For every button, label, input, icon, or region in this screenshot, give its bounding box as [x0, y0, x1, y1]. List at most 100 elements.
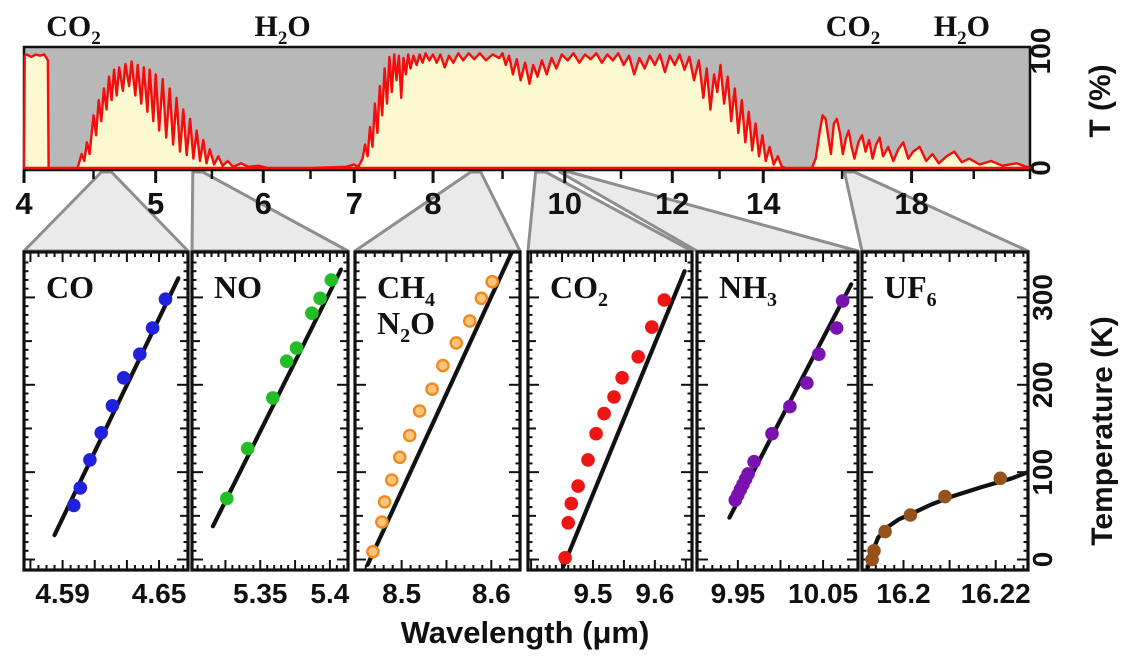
panel-CO-point [105, 398, 120, 413]
transmission-tick-label: 100 [1025, 28, 1056, 75]
band-label-co2-left: CO2 [46, 10, 101, 49]
top-axis-tick-label: 6 [255, 186, 272, 221]
panel-CH4-N2O-data [365, 253, 514, 567]
panel-CH4-N2O-tick-label: 8.5 [382, 578, 421, 609]
panel-NH3-point [747, 454, 761, 469]
panel-ticks [355, 252, 520, 570]
top-axis-ticks: 4 5 6 7 8 10 12 14 18 [15, 170, 1032, 221]
panel-CO-point [132, 347, 147, 362]
top-axis-tick-label: 7 [346, 186, 363, 221]
panel-label-NO: NO [214, 269, 262, 305]
panel-NH3-data [727, 282, 854, 520]
panel-CH4-N2O-point [384, 473, 399, 487]
panel-NH3-tick-label: 10.05 [788, 578, 858, 609]
panel-frame [22, 250, 190, 572]
panel-CO2-point [581, 453, 595, 467]
panel-CO2-point [607, 390, 621, 404]
band-label-h2o-left: H2O [255, 10, 311, 49]
panel-UF6-tick-label: 16.22 [961, 578, 1031, 609]
panel-label-CH4-N2O: N2O [377, 305, 435, 347]
panel-NO-point [240, 441, 255, 456]
atmospheric-transmission-panel: 4 5 6 7 8 10 12 14 18 CO2 H2O CO2 H2O 0 100 [15, 10, 1056, 221]
panel-CO2-point [645, 320, 659, 334]
panel-CO2-point [564, 496, 579, 511]
panel-label-CO: CO [46, 269, 94, 305]
panel-label-NH3: NH3 [719, 269, 777, 311]
panel-CH4-N2O-point [392, 450, 407, 465]
zoom-panel-UF6: UF6 16.2 16.22 [860, 250, 1031, 609]
panel-CH4-N2O-point [402, 428, 417, 443]
connector-fan-UF6 [842, 170, 1030, 253]
transmission-curve [22, 52, 1032, 170]
panel-ticks [24, 252, 188, 570]
top-axis-tick-label: 12 [655, 186, 689, 221]
temperature-tick-label: 100 [1027, 449, 1058, 496]
temperature-axis-label: Temperature (K) [1086, 316, 1119, 546]
zoom-panel-CO: CO 4.59 4.65 [22, 250, 190, 609]
panel-NO-point [313, 291, 327, 306]
panel-CO-point [73, 481, 88, 495]
panel-CH4-N2O-tick-label: 8.6 [472, 578, 511, 609]
panel-NO-tick-label: 5.35 [233, 578, 288, 609]
panel-CO-point [145, 321, 160, 335]
panel-CO2-tick-label: 9.5 [574, 578, 613, 609]
panel-label-UF6: UF6 [884, 269, 937, 311]
panel-CO2-curve [561, 269, 687, 569]
panel-NH3-point [741, 467, 755, 481]
panel-CO2-point [561, 516, 576, 530]
panel-CO-point [67, 498, 81, 513]
panel-CO-tick-label: 4.65 [132, 578, 187, 609]
panel-NO-point [304, 306, 319, 321]
panel-CO2-point [558, 551, 572, 565]
zoom-connector-fans [22, 170, 1030, 253]
panel-NO-point [265, 391, 280, 405]
panel-label-CO2: CO2 [550, 269, 608, 311]
temperature-tick-label: 200 [1027, 361, 1058, 408]
panel-CH4-N2O-point [485, 274, 500, 289]
panel-CH4-N2O-curve [365, 253, 514, 567]
top-axis-tick-label: 5 [147, 186, 164, 221]
panel-label-CH4-N2O: CH4 [377, 269, 435, 311]
temperature-axis-tick-labels: 0 100 200 300 [1027, 274, 1058, 567]
band-label-h2o-right: H2O [934, 10, 990, 49]
panel-CO2-point [657, 293, 672, 307]
panel-CH4-N2O-point [436, 358, 450, 373]
panel-UF6-tick-label: 16.2 [876, 578, 931, 609]
panel-CO-point [158, 292, 173, 307]
panel-CO-data [52, 276, 181, 538]
panel-NH3-point [765, 426, 779, 441]
top-axis-tick-label: 18 [894, 186, 928, 221]
panel-NH3-point [835, 294, 850, 308]
panel-UF6-point [878, 524, 892, 539]
panel-ticks [697, 252, 858, 570]
panel-CH4-N2O-point [375, 515, 389, 529]
top-axis-tick-label: 4 [15, 186, 33, 221]
panel-CO2-tick-label: 9.6 [635, 578, 674, 609]
zoom-panel-CO2: CO2 9.5 9.6 [526, 250, 694, 609]
band-label-co2-right: CO2 [826, 10, 881, 49]
panel-NO-point [324, 273, 339, 287]
panel-NH3-tick-label: 9.95 [711, 578, 766, 609]
top-axis-tick-label: 10 [547, 186, 581, 221]
panel-UF6-point [993, 471, 1008, 486]
panel-UF6-point [903, 508, 918, 522]
panel-CH4-N2O-point [462, 314, 477, 328]
panel-NH3-point [800, 376, 814, 390]
panel-CO-point [83, 453, 97, 467]
panel-frame [695, 250, 860, 572]
panel-NO-tick-label: 5.4 [310, 578, 349, 609]
temperature-tick-label: 300 [1027, 274, 1058, 321]
panel-CO2-point [571, 479, 585, 493]
wavelength-axis-label: Wavelength (μm) [400, 615, 650, 650]
panel-CH4-N2O-point [366, 544, 380, 559]
panel-CH4-N2O-point [412, 404, 427, 418]
panel-UF6-data [865, 470, 1027, 569]
panel-NO-point [219, 491, 234, 506]
panel-CH4-N2O-point [474, 291, 489, 306]
panel-CO2-point [589, 426, 603, 441]
panel-CH4-N2O-point [449, 336, 464, 350]
panel-CH4-N2O-point [425, 382, 439, 397]
